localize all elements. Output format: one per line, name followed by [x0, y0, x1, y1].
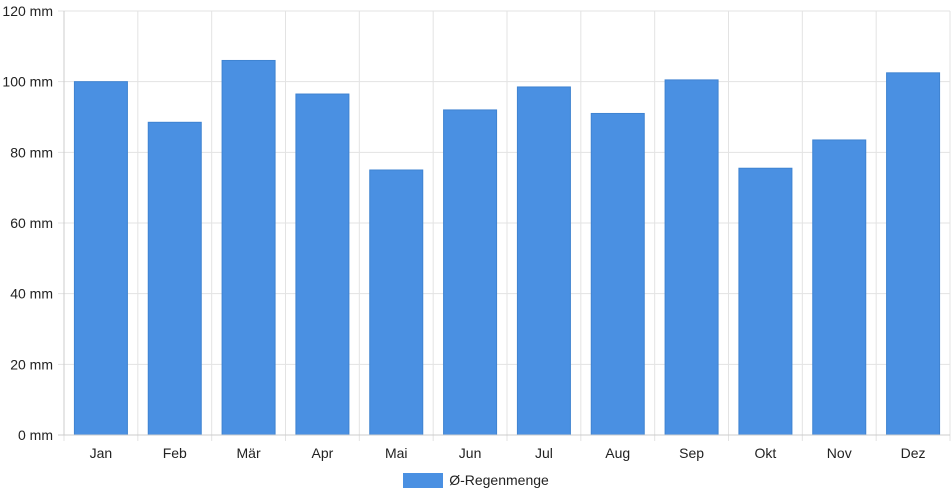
bar	[516, 86, 571, 436]
y-tick-label: 120 mm	[2, 3, 53, 19]
bar	[221, 59, 276, 436]
x-tick-label: Okt	[755, 445, 777, 461]
x-tick-label: Dez	[901, 445, 926, 461]
y-tick-label: 80 mm	[10, 144, 53, 160]
x-tick-label: Jun	[459, 445, 482, 461]
x-tick-label: Jul	[535, 445, 553, 461]
bar	[147, 121, 202, 436]
bar	[295, 93, 350, 436]
x-tick-label: Jan	[90, 445, 113, 461]
x-tick-label: Sep	[679, 445, 704, 461]
x-tick-label: Mai	[385, 445, 408, 461]
y-tick-label: 60 mm	[10, 215, 53, 231]
bar	[812, 139, 867, 436]
bar	[369, 169, 424, 436]
y-tick-label: 20 mm	[10, 356, 53, 372]
bar	[590, 112, 645, 436]
y-tick-label: 0 mm	[18, 427, 53, 443]
bar	[886, 72, 941, 436]
legend: Ø-Regenmenge	[0, 472, 952, 488]
x-tick-label: Aug	[605, 445, 630, 461]
x-tick-label: Feb	[163, 445, 187, 461]
bar	[443, 109, 498, 436]
chart-canvas: 0 mm 20 mm 40 mm 60 mm 80 mm 100 mm 120 mm Jan F…	[2, 3, 951, 461]
legend-label: Ø-Regenmenge	[449, 472, 549, 488]
x-tick-label: Nov	[827, 445, 852, 461]
x-tick-label: Mär	[237, 445, 261, 461]
x-tick-label: Apr	[312, 445, 334, 461]
y-tick-label: 100 mm	[2, 74, 53, 90]
y-tick-label: 40 mm	[10, 286, 53, 302]
legend-swatch	[403, 472, 444, 488]
bar	[664, 79, 719, 436]
bar	[73, 81, 128, 436]
bar	[738, 167, 793, 436]
